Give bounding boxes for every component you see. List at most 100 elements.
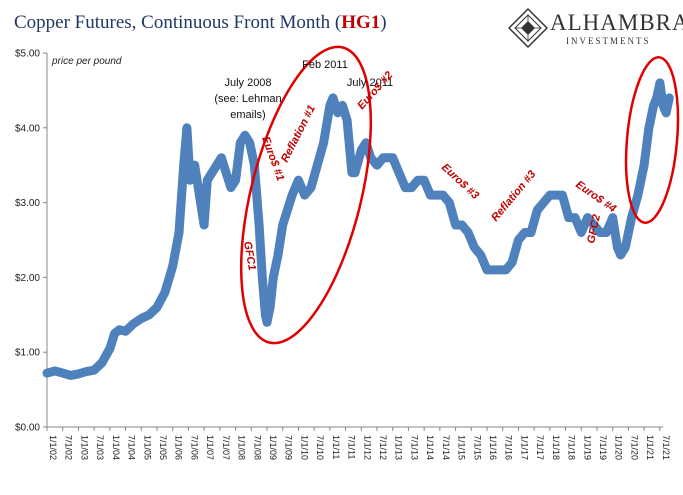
x-tick-label: 1/1/14	[425, 435, 435, 460]
data-point	[214, 163, 219, 168]
data-point	[309, 185, 313, 190]
data-point	[224, 170, 229, 175]
x-tick-label: 7/1/13	[409, 435, 419, 460]
x-tick-label: 1/1/07	[205, 435, 215, 460]
data-point	[335, 110, 340, 115]
data-point	[112, 331, 117, 336]
data-point	[263, 312, 268, 317]
x-tick-label: 7/1/18	[567, 435, 577, 460]
data-point	[503, 267, 508, 272]
data-point	[610, 215, 615, 220]
data-point	[434, 193, 439, 198]
data-point	[447, 200, 452, 205]
y-tick-label: $3.00	[15, 198, 40, 209]
annotation-gfc1: GFC1	[241, 240, 258, 271]
x-tick-label: 7/1/05	[158, 435, 168, 460]
x-tick-label: 7/1/16	[504, 435, 514, 460]
data-point	[516, 238, 521, 242]
data-point	[629, 215, 634, 220]
data-point	[428, 193, 433, 198]
x-tick-label: 1/1/15	[457, 435, 467, 460]
data-point	[219, 155, 224, 160]
data-point	[188, 178, 192, 183]
x-tick-label: 7/1/08	[252, 435, 262, 460]
data-point	[375, 163, 379, 168]
data-point	[441, 193, 445, 198]
ylabel-price-per-pound: price per pound	[51, 56, 122, 67]
x-tick-label: 1/1/09	[268, 435, 278, 460]
data-point	[268, 305, 273, 310]
x-tick-label: 1/1/06	[174, 435, 184, 460]
x-tick-label: 1/1/13	[394, 435, 404, 460]
data-point	[302, 193, 307, 198]
data-point	[205, 178, 210, 183]
data-point	[510, 260, 515, 265]
data-point	[45, 371, 49, 376]
data-point	[635, 193, 640, 198]
series-layer	[42, 78, 674, 380]
data-point	[345, 118, 350, 123]
annotation-layer: price per pound July 2008 (see: Lehman e…	[51, 56, 618, 271]
y-tick-label: $1.00	[15, 348, 40, 359]
data-point	[233, 178, 238, 183]
data-point	[265, 320, 269, 325]
data-point	[238, 140, 243, 145]
x-tick-label: 7/1/21	[661, 435, 671, 460]
y-tick-label: $0.00	[15, 423, 40, 434]
data-point	[285, 208, 290, 213]
data-point	[92, 368, 97, 373]
data-point	[359, 148, 364, 153]
alhambra-logo: ALHAMBRA INVESTMENTS	[508, 8, 683, 52]
x-tick-label: 7/1/11	[347, 435, 357, 459]
data-point	[657, 80, 662, 85]
highlight-ellipse-2021	[624, 56, 680, 224]
data-point	[535, 208, 540, 213]
data-point	[485, 267, 489, 272]
data-point	[296, 178, 301, 183]
data-point	[331, 95, 335, 100]
x-tick-label: 1/1/04	[111, 435, 121, 460]
data-point	[560, 193, 565, 198]
data-point	[197, 193, 202, 198]
annotation-july-2011: July 2011	[347, 77, 393, 89]
data-point	[257, 223, 262, 227]
data-point	[522, 230, 527, 235]
data-point	[252, 163, 257, 168]
x-tick-label: 7/1/03	[95, 435, 105, 460]
highlight-ellipses	[239, 45, 680, 345]
data-point	[139, 316, 144, 321]
data-point	[68, 373, 73, 378]
x-tick-label: 1/1/20	[614, 435, 624, 460]
annotation-feb-2011: Feb 2011	[302, 59, 348, 71]
data-point	[459, 223, 464, 227]
data-point	[646, 125, 651, 130]
data-point	[210, 170, 214, 175]
annotation-see-lehman: (see: Lehman	[214, 93, 281, 105]
data-point	[184, 125, 189, 130]
x-tick-label: 7/1/07	[221, 435, 231, 460]
data-point	[60, 371, 65, 376]
data-point	[566, 215, 571, 220]
x-tick-label: 7/1/19	[598, 435, 608, 460]
diamond-logo-icon	[508, 8, 548, 48]
logo-subtitle: INVESTMENTS	[566, 36, 651, 46]
data-point	[170, 264, 175, 269]
data-point	[107, 346, 112, 351]
annotation-eurodollar-4: Euro$ #4	[573, 179, 618, 215]
data-point	[271, 275, 276, 280]
data-point	[243, 133, 247, 138]
title-suffix: )	[380, 12, 387, 33]
x-tick-label: 1/1/12	[362, 435, 372, 460]
x-tick-label: 1/1/21	[645, 435, 655, 460]
y-tick-label: $5.00	[15, 49, 40, 60]
data-point	[667, 95, 672, 100]
data-point	[615, 245, 620, 250]
data-point	[466, 230, 471, 235]
title-prefix: Copper Futures, Continuous Front Month (	[14, 12, 342, 33]
x-tick-label: 1/1/10	[299, 435, 309, 460]
y-tick-label: $4.00	[15, 123, 40, 134]
highlight-ellipse-2008-2011	[239, 45, 373, 345]
data-point	[478, 253, 483, 257]
data-point	[349, 170, 354, 175]
